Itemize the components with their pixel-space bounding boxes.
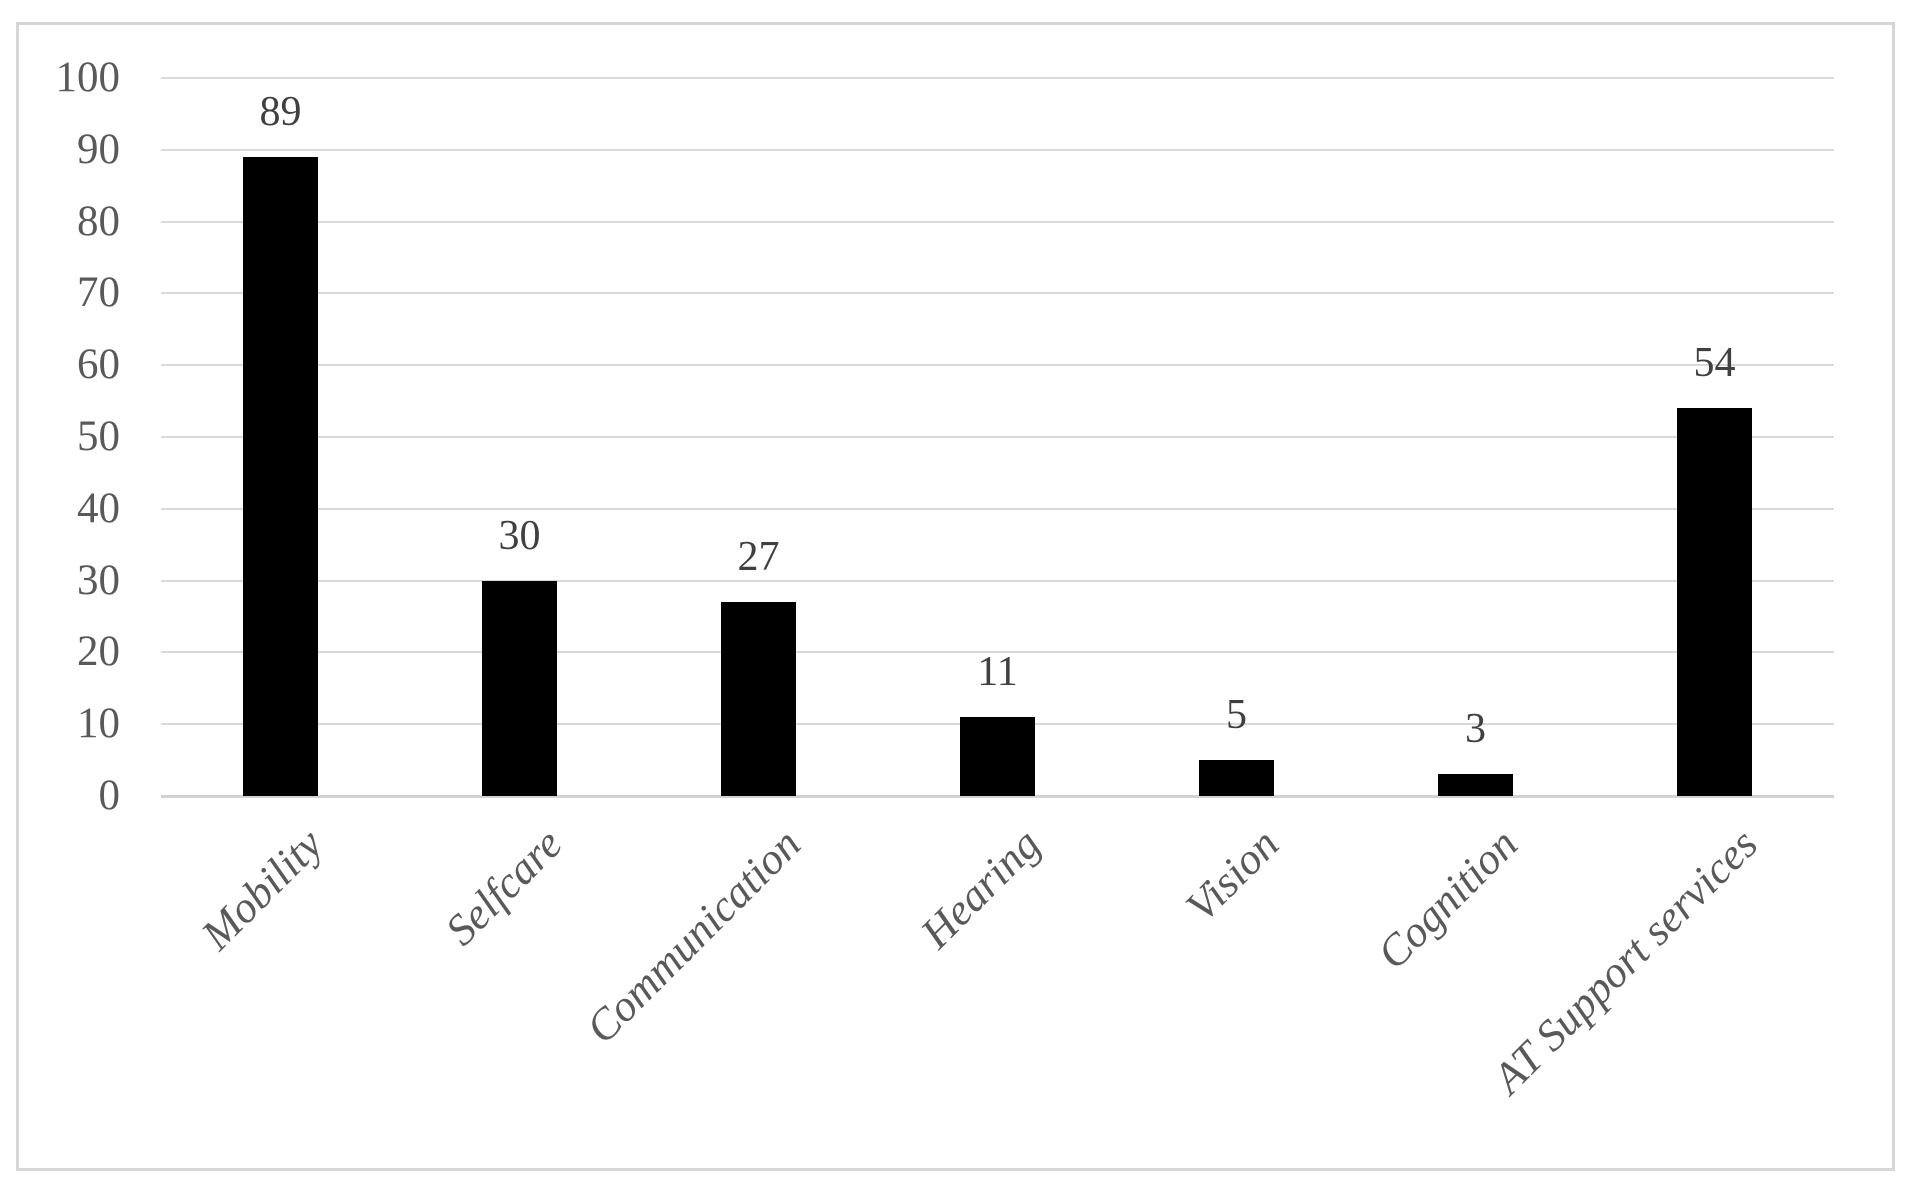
- gridline-30: [161, 579, 1834, 582]
- bar-mobility: [243, 157, 318, 796]
- gridline-90: [161, 148, 1834, 151]
- bar-selfcare: [482, 581, 557, 796]
- gridline-80: [161, 220, 1834, 223]
- data-label-communication: 27: [737, 534, 780, 580]
- y-axis-tick-label-0: 0: [98, 772, 121, 819]
- bar-cognition: [1438, 774, 1513, 796]
- gridline-50: [161, 436, 1834, 438]
- gridline-20: [161, 651, 1834, 654]
- data-label-mobility: 89: [259, 89, 302, 135]
- gridline-70: [161, 292, 1834, 295]
- bar-communication: [721, 602, 796, 796]
- data-label-at-support-services: 54: [1693, 340, 1736, 386]
- y-axis-tick-label-60: 60: [77, 341, 120, 389]
- y-axis-tick-label-30: 30: [77, 556, 120, 604]
- bar-at-support-services: [1677, 408, 1752, 796]
- y-axis-tick-label-90: 90: [77, 125, 120, 173]
- gridline-60: [161, 364, 1834, 367]
- data-label-selfcare: 30: [498, 513, 541, 559]
- data-label-vision: 5: [1226, 692, 1247, 738]
- y-axis-tick-label-20: 20: [77, 628, 120, 676]
- data-label-hearing: 11: [977, 649, 1018, 695]
- gridline-100: [161, 77, 1834, 79]
- chart-border: [16, 22, 1895, 1171]
- data-label-cognition: 3: [1465, 706, 1486, 752]
- y-axis-tick-label-80: 80: [77, 197, 120, 245]
- y-axis-tick-label-50: 50: [77, 413, 120, 460]
- bar-hearing: [960, 717, 1035, 796]
- y-axis-tick-label-40: 40: [77, 484, 120, 532]
- y-axis-tick-label-70: 70: [77, 269, 120, 317]
- y-axis-tick-label-100: 100: [55, 54, 121, 101]
- gridline-40: [161, 507, 1834, 510]
- x-axis-line: [161, 794, 1834, 798]
- bar-vision: [1199, 760, 1274, 796]
- y-axis-tick-label-10: 10: [77, 700, 120, 748]
